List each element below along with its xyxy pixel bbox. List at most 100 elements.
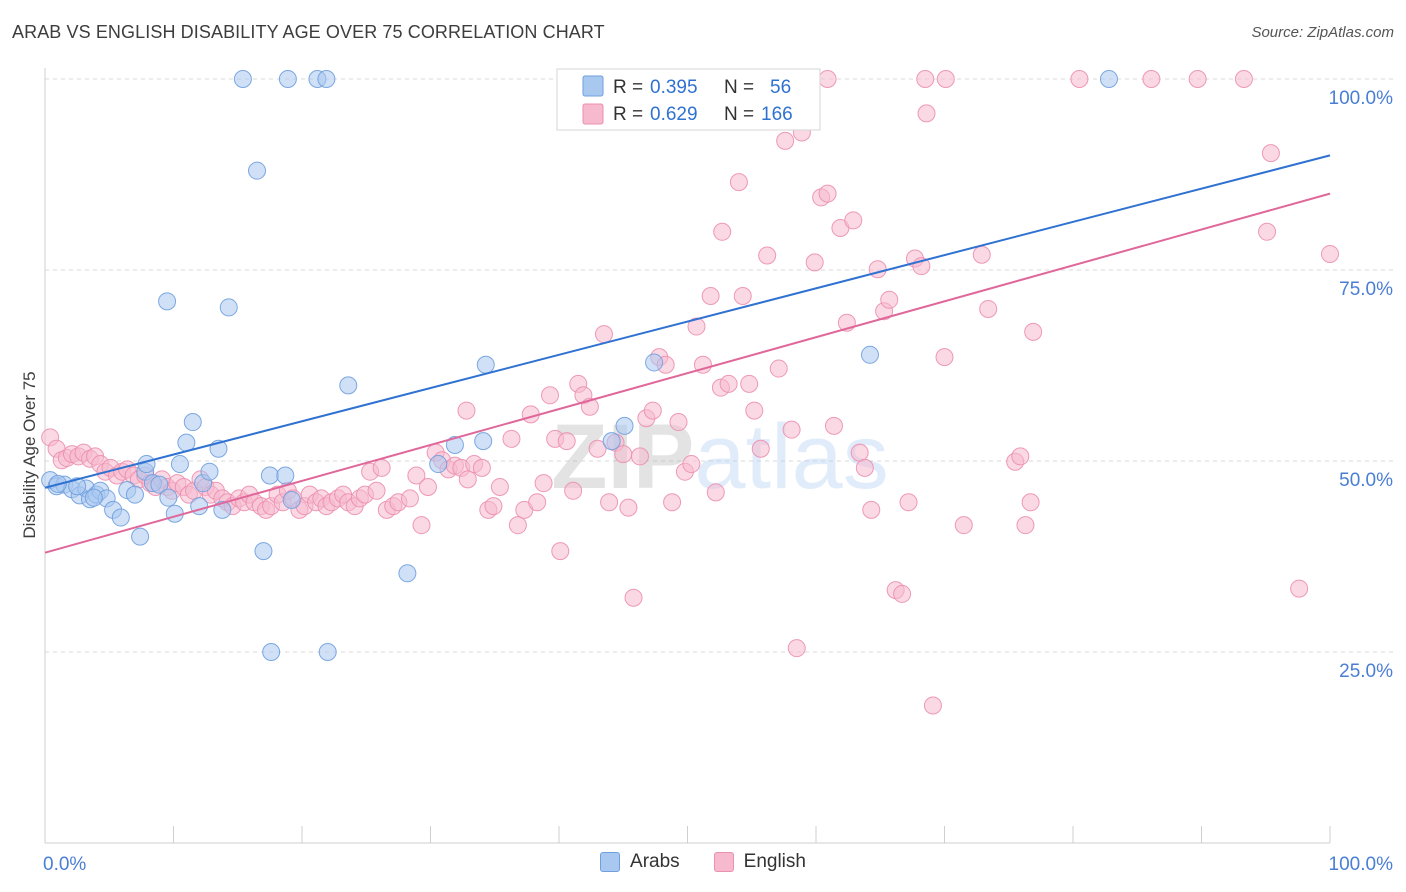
y-axis-label: Disability Age Over 75 xyxy=(20,371,39,538)
english-point xyxy=(490,477,509,496)
svg-text:R = 0.629 N = 166: R = 0.629 N = 166 xyxy=(613,104,793,125)
english-point xyxy=(624,588,643,607)
english-point xyxy=(541,386,560,405)
arab-point xyxy=(159,488,178,507)
english-point xyxy=(484,497,503,516)
svg-text:R = 0.395 N = 56: R = 0.395 N = 56 xyxy=(613,77,791,98)
english-point xyxy=(954,516,973,535)
chart-title: ARAB VS ENGLISH DISABILITY AGE OVER 75 C… xyxy=(12,22,605,42)
english-point xyxy=(706,483,725,502)
english-point xyxy=(880,290,899,309)
english-n-value: 166 xyxy=(761,104,793,125)
english-point xyxy=(1321,244,1339,263)
english-points xyxy=(41,70,1339,715)
english-point xyxy=(805,253,824,272)
axes-layer xyxy=(44,68,1331,844)
english-n-label: N = xyxy=(724,104,759,125)
english-point xyxy=(850,443,869,462)
english-point xyxy=(502,429,521,448)
english-point xyxy=(899,493,918,512)
english-point xyxy=(412,516,431,535)
arab-n-value: 56 xyxy=(770,77,791,98)
english-point xyxy=(1016,516,1035,535)
arab-point xyxy=(474,432,493,451)
english-point xyxy=(1261,144,1280,163)
english-point xyxy=(893,584,912,603)
english-point xyxy=(418,477,437,496)
english-point xyxy=(557,432,576,451)
arab-point xyxy=(170,455,189,474)
english-point xyxy=(818,70,837,88)
arab-point xyxy=(1099,70,1118,88)
english-point xyxy=(916,70,935,88)
english-point xyxy=(687,317,706,336)
english-point xyxy=(457,401,476,420)
arab-point xyxy=(262,643,281,661)
grid-layer xyxy=(45,78,1395,653)
english-point xyxy=(824,416,843,435)
arab-point xyxy=(131,527,150,546)
english-point xyxy=(1142,70,1161,88)
english-point xyxy=(935,348,954,367)
x-tick-label: 0.0% xyxy=(43,854,86,875)
arab-point xyxy=(445,435,464,454)
english-r-label: R = xyxy=(613,104,648,125)
english-point xyxy=(619,498,638,517)
english-point xyxy=(1070,70,1089,88)
y-tick-label: 25.0% xyxy=(1339,661,1393,682)
arab-point xyxy=(602,432,621,451)
english-point xyxy=(594,325,613,344)
correlation-legend: R = 0.395 N = 56 R = 0.629 N = 166 xyxy=(556,68,821,131)
arab-point xyxy=(318,643,337,661)
arab-point xyxy=(150,475,169,494)
arab-point xyxy=(276,466,295,485)
arab-point xyxy=(254,542,273,561)
arab-r-label: R = xyxy=(613,77,648,98)
english-legend-swatch xyxy=(582,103,604,125)
english-point xyxy=(787,639,806,658)
english-point xyxy=(776,131,795,150)
english-point xyxy=(769,359,788,378)
english-point xyxy=(643,401,662,420)
english-point xyxy=(713,222,732,241)
arab-point xyxy=(860,345,879,364)
english-point xyxy=(733,286,752,305)
english-point xyxy=(729,173,748,192)
english-point xyxy=(745,401,764,420)
english-point xyxy=(972,245,991,264)
arab-point xyxy=(84,488,103,507)
english-point xyxy=(564,481,583,500)
english-point xyxy=(600,493,619,512)
english-point xyxy=(682,455,701,474)
english-point xyxy=(862,500,881,519)
english-point xyxy=(1024,322,1043,341)
arab-point xyxy=(645,353,664,372)
arab-r-value: 0.395 xyxy=(650,77,698,98)
english-point xyxy=(1258,222,1277,241)
english-point xyxy=(923,696,942,715)
arab-point xyxy=(200,462,219,481)
english-point xyxy=(936,70,955,88)
english-point xyxy=(630,447,649,466)
arab-point xyxy=(183,413,202,432)
arab-trend-line xyxy=(44,154,1331,489)
arab-points xyxy=(41,70,1118,661)
english-point xyxy=(472,458,491,477)
legend-label-arabs: Arabs xyxy=(630,851,680,872)
english-point xyxy=(1021,493,1040,512)
arab-point xyxy=(398,564,417,583)
english-point xyxy=(458,470,477,489)
legend-item-arabs[interactable]: Arabs xyxy=(600,851,680,873)
english-point xyxy=(1011,447,1030,466)
english-point xyxy=(868,260,887,279)
arab-point xyxy=(260,466,279,485)
arab-point xyxy=(317,70,336,88)
y-tick-label: 100.0% xyxy=(1329,88,1394,109)
arab-point xyxy=(233,70,252,88)
english-point xyxy=(588,439,607,458)
english-point xyxy=(367,481,386,500)
arab-point xyxy=(476,355,495,374)
english-point xyxy=(1290,579,1309,598)
legend-item-english[interactable]: English xyxy=(713,851,806,873)
english-point xyxy=(782,420,801,439)
